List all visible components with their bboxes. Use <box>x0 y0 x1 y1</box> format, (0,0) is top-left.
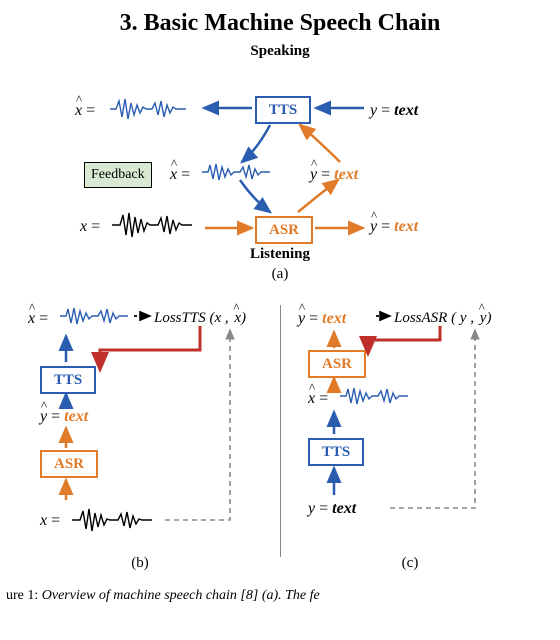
figure-caption: ure 1: ure 1: Overview of machine speech… <box>0 588 560 604</box>
listening-text: Listening <box>250 246 310 262</box>
section-title: 3. Basic Machine Speech Chain <box>0 10 560 37</box>
label-a: (a) <box>0 266 560 283</box>
arrows-panel-b <box>0 300 280 550</box>
speaking-label: Speaking <box>0 43 560 60</box>
label-b: (b) <box>30 555 250 572</box>
arrows-panel-c <box>280 300 560 550</box>
section-number: 3. <box>120 10 138 36</box>
label-c: (c) <box>300 555 520 572</box>
section-text: Basic Machine Speech Chain <box>144 10 441 36</box>
listening-label: Listening <box>0 246 560 263</box>
